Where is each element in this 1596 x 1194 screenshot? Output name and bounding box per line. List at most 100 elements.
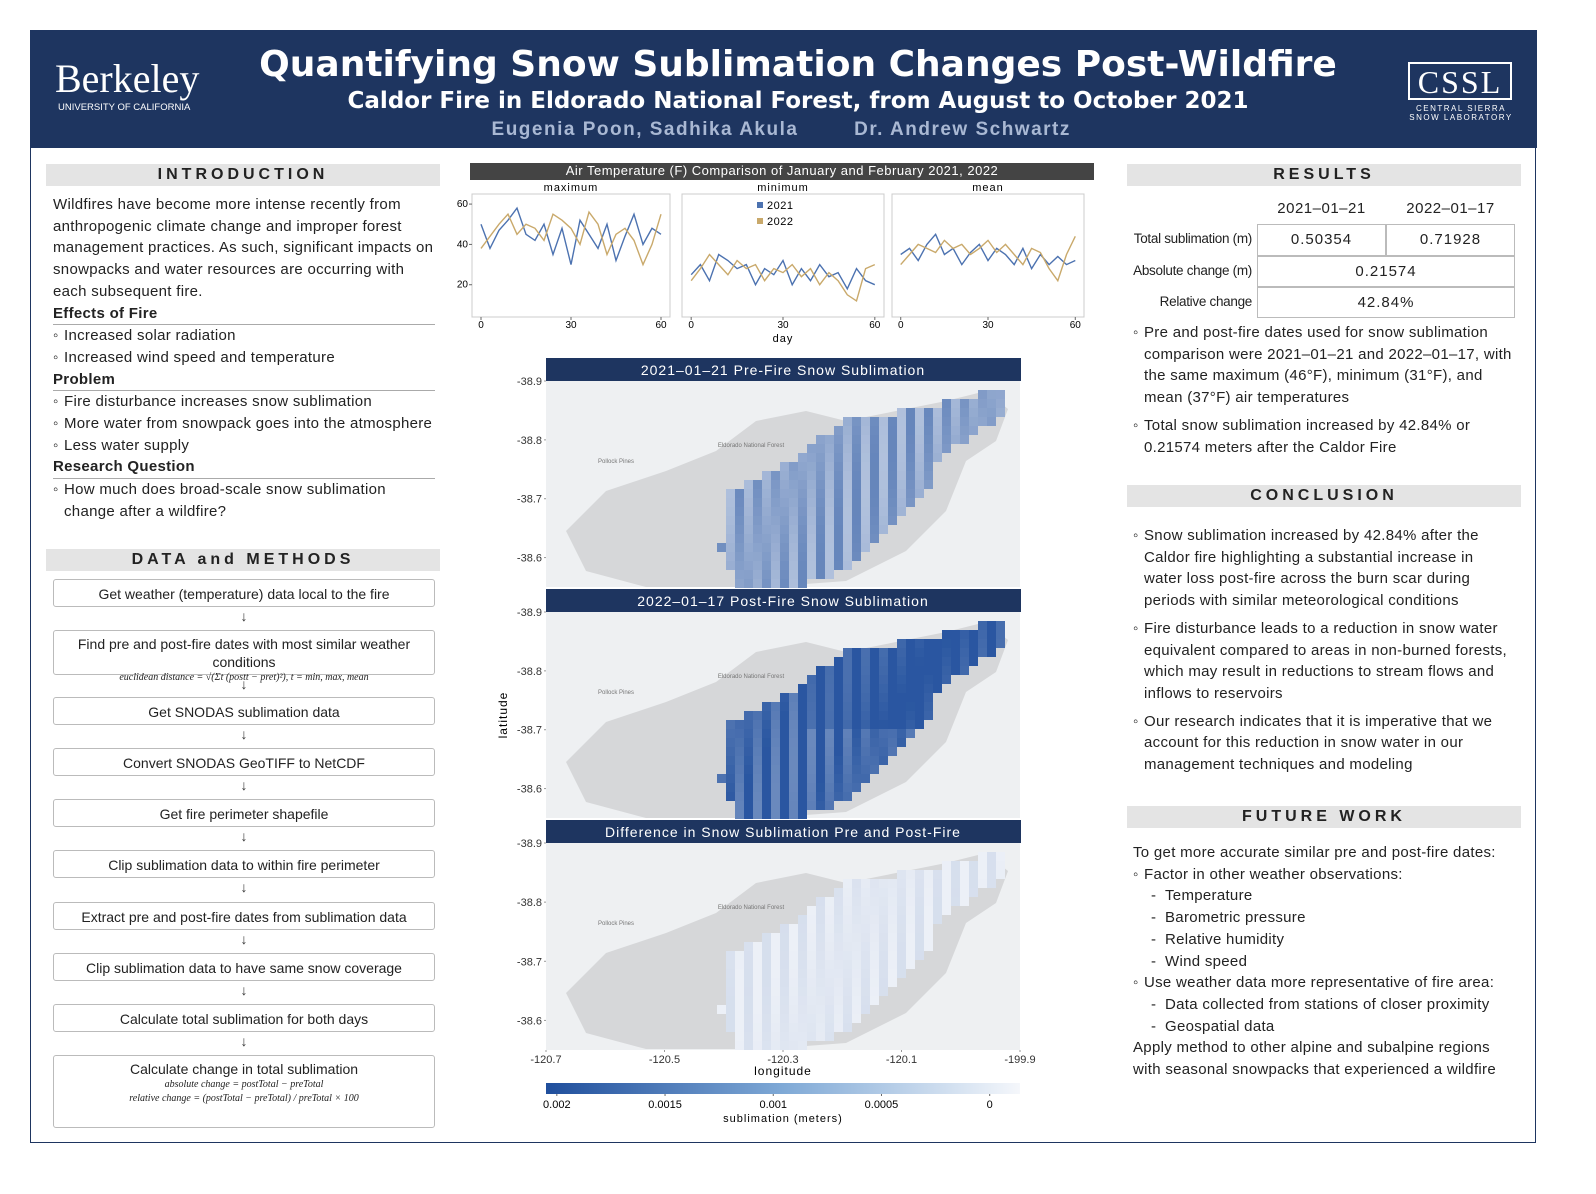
sublimation-cell <box>843 888 852 897</box>
sublimation-cell <box>924 888 933 897</box>
sublimation-cell <box>897 657 906 666</box>
sublimation-cell <box>825 738 834 747</box>
sublimation-cell <box>996 852 1005 861</box>
sublimation-cell <box>735 951 744 960</box>
method-step: Clip sublimation data to within fire per… <box>53 850 435 878</box>
map-title-bar <box>546 820 1021 843</box>
sublimation-cell <box>906 897 915 906</box>
sublimation-cell <box>888 657 897 666</box>
sublimation-cell <box>807 942 816 951</box>
sublimation-cell <box>861 969 870 978</box>
sublimation-cell <box>798 702 807 711</box>
sublimation-cell <box>879 648 888 657</box>
sublimation-cell <box>780 561 789 570</box>
arrow: ↓ <box>240 726 248 742</box>
sublimation-cell <box>852 453 861 462</box>
sublimation-cell <box>987 879 996 888</box>
sublimation-cell <box>861 426 870 435</box>
sublimation-cell <box>834 525 843 534</box>
sublimation-cell <box>726 507 735 516</box>
sublimation-cell <box>852 897 861 906</box>
sublimation-cell <box>798 525 807 534</box>
sublimation-cell <box>816 507 825 516</box>
sublimation-cell <box>771 489 780 498</box>
step-text: Get SNODAS sublimation data <box>148 704 340 720</box>
sublimation-cell <box>951 630 960 639</box>
sublimation-cell <box>816 960 825 969</box>
sublimation-cell <box>735 1014 744 1023</box>
sublimation-cell <box>879 480 888 489</box>
sublimation-cell <box>933 888 942 897</box>
sublimation-cell <box>852 426 861 435</box>
sublimation-cell <box>969 861 978 870</box>
sublimation-cell <box>753 570 762 579</box>
sublimation-cell <box>843 747 852 756</box>
sublimation-cell <box>897 702 906 711</box>
sublimation-cell <box>744 747 753 756</box>
sublimation-cell <box>870 675 879 684</box>
sub-bullet: Temperature <box>1133 885 1518 907</box>
figure-title: Air Temperature (F) Comparison of Januar… <box>566 163 999 178</box>
sublimation-cell <box>843 924 852 933</box>
sublimation-cell <box>924 444 933 453</box>
sublimation-cell <box>888 471 897 480</box>
sublimation-cell <box>960 399 969 408</box>
sublimation-cell <box>861 906 870 915</box>
sublimation-cell <box>996 408 1005 417</box>
sublimation-cell <box>960 639 969 648</box>
sublimation-cell <box>843 534 852 543</box>
sublimation-cell <box>879 729 888 738</box>
sublimation-cell <box>798 951 807 960</box>
sublimation-cell <box>897 870 906 879</box>
sublimation-cell <box>798 924 807 933</box>
sublimation-cell <box>816 951 825 960</box>
sublimation-cell <box>825 462 834 471</box>
sublimation-cell <box>825 774 834 783</box>
sublimation-cell <box>906 666 915 675</box>
sublimation-cell <box>762 978 771 987</box>
sublimation-cell <box>852 738 861 747</box>
sublimation-cell <box>915 426 924 435</box>
sublimation-cell <box>861 657 870 666</box>
sublimation-cell <box>789 756 798 765</box>
sublimation-cell <box>852 879 861 888</box>
y-tick-label: -38.8 <box>517 897 542 909</box>
sublimation-cell <box>825 801 834 810</box>
sublimation-cell <box>780 978 789 987</box>
sublimation-cell <box>744 552 753 561</box>
sublimation-cell <box>870 426 879 435</box>
sublimation-cell <box>978 399 987 408</box>
sublimation-cell <box>852 648 861 657</box>
sublimation-cell <box>915 480 924 489</box>
sublimation-cell <box>906 933 915 942</box>
sublimation-cell <box>825 525 834 534</box>
sublimation-cell <box>816 471 825 480</box>
sublimation-cell <box>879 720 888 729</box>
sublimation-cell <box>807 915 816 924</box>
sublimation-cell <box>762 489 771 498</box>
sublimation-cell <box>771 525 780 534</box>
sublimation-cell <box>942 408 951 417</box>
sublimation-cell <box>852 987 861 996</box>
sublimation-cell <box>870 933 879 942</box>
sublimation-cell <box>942 399 951 408</box>
sublimation-cell <box>771 729 780 738</box>
sublimation-cell <box>978 879 987 888</box>
sublimation-cell <box>789 702 798 711</box>
sublimation-cell <box>843 969 852 978</box>
sublimation-cell <box>816 738 825 747</box>
sublimation-cell <box>870 435 879 444</box>
sublimation-cell <box>798 570 807 579</box>
arrow: ↓ <box>240 1033 248 1049</box>
sublimation-cell <box>861 711 870 720</box>
sublimation-cell <box>726 525 735 534</box>
sublimation-cell <box>726 561 735 570</box>
sublimation-cell <box>789 516 798 525</box>
sublimation-cell <box>825 933 834 942</box>
sublimation-cell <box>807 924 816 933</box>
sublimation-cell <box>726 738 735 747</box>
step-text: Calculate total sublimation for both day… <box>119 1011 369 1027</box>
sublimation-cell <box>825 489 834 498</box>
sublimation-cell <box>753 801 762 810</box>
sublimation-cell <box>735 516 744 525</box>
